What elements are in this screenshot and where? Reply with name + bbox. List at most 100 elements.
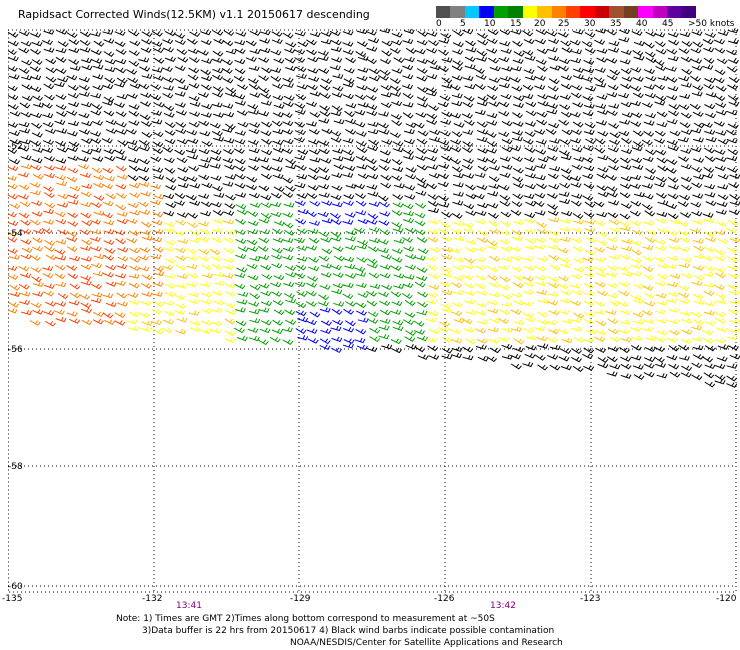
wind-barb [114,229,126,236]
wind-barb [391,158,403,166]
wind-barb [593,201,605,208]
wind-barb [306,245,318,251]
wind-barb [126,218,138,225]
wind-barb [500,246,512,253]
wind-barb [510,145,521,152]
wind-barb [176,212,188,218]
wind-barb [105,128,117,134]
wind-barb [477,202,489,209]
wind-barb [378,165,390,172]
wind-barb [702,329,714,336]
wind-barb [596,94,608,100]
wind-barb [702,356,713,363]
wind-barb [654,138,666,144]
wind-barb [318,192,330,198]
wind-barb [441,254,453,260]
wind-barb [162,38,174,45]
wind-barb [691,374,703,381]
wind-barb [499,41,511,47]
wind-barb [342,200,354,207]
wind-barb [234,48,246,54]
wind-barb [343,193,355,200]
wind-barb [510,29,522,35]
wind-barb [198,248,210,255]
wind-barb [726,138,738,144]
wind-barb [222,264,234,270]
wind-barb [727,148,739,156]
wind-barb [404,194,416,200]
wind-barb [270,67,282,74]
wind-barb [416,335,428,342]
wind-barb [174,192,186,199]
wind-barb [297,316,309,323]
wind-barb [449,85,461,91]
wind-barb [137,255,149,261]
wind-barb [501,66,513,72]
wind-barb [295,219,307,225]
wind-barb [66,74,78,81]
wind-barb [619,119,631,125]
wind-barb [31,59,43,65]
wind-barb [681,40,693,47]
wind-barb [128,299,140,306]
wind-barb [678,292,690,299]
wind-barb [713,77,725,84]
wind-barb [632,141,644,148]
wind-barb [667,86,679,92]
wind-barb [379,150,391,156]
wind-barb [477,129,489,135]
wind-barb [524,218,536,224]
wind-barb [43,83,55,90]
wind-barb [81,220,93,227]
wind-barb [66,131,78,137]
wind-barb [465,47,477,53]
wind-barb [513,95,525,102]
wind-barb [572,365,584,373]
wind-barb [90,297,102,304]
wind-barb [714,47,726,54]
wind-barb [440,145,452,152]
wind-barb [561,318,573,324]
wind-barb [330,194,342,201]
wind-barb [606,74,618,81]
wind-barb [392,194,404,201]
wind-barb [163,210,175,217]
wind-barb [331,172,343,179]
wind-barb [476,121,488,128]
wind-barb [42,121,54,128]
wind-barb [236,335,248,342]
wind-barb [115,183,127,190]
wind-barb [129,265,141,272]
wind-barb [620,336,632,343]
wind-barb [728,182,740,189]
wind-barb [643,120,655,126]
wind-barb [128,157,140,164]
wind-barb [451,93,463,99]
wind-barb [524,316,536,323]
wind-barb [476,100,488,107]
wind-barb [607,356,618,363]
wind-barb [18,47,30,54]
wind-barb [619,254,631,260]
wind-barb [596,173,608,179]
wind-barb [296,291,308,298]
wind-barb [308,129,320,135]
wind-barb [726,382,738,388]
wind-barb [307,276,319,282]
wind-barb [392,166,404,173]
wind-barb [128,50,140,57]
wind-barb [463,173,475,179]
wind-barb [261,274,273,280]
wind-barb [692,238,704,244]
wind-barb [416,236,428,243]
wind-barb [525,201,537,207]
wind-barb [667,176,679,183]
wind-barb [246,239,258,246]
wind-barb [547,300,559,306]
wind-barb [620,203,632,209]
wind-barb [282,82,294,88]
wind-barb [428,328,440,335]
wind-barb [78,129,90,135]
wind-barb [680,176,692,183]
wind-barb [79,229,91,235]
